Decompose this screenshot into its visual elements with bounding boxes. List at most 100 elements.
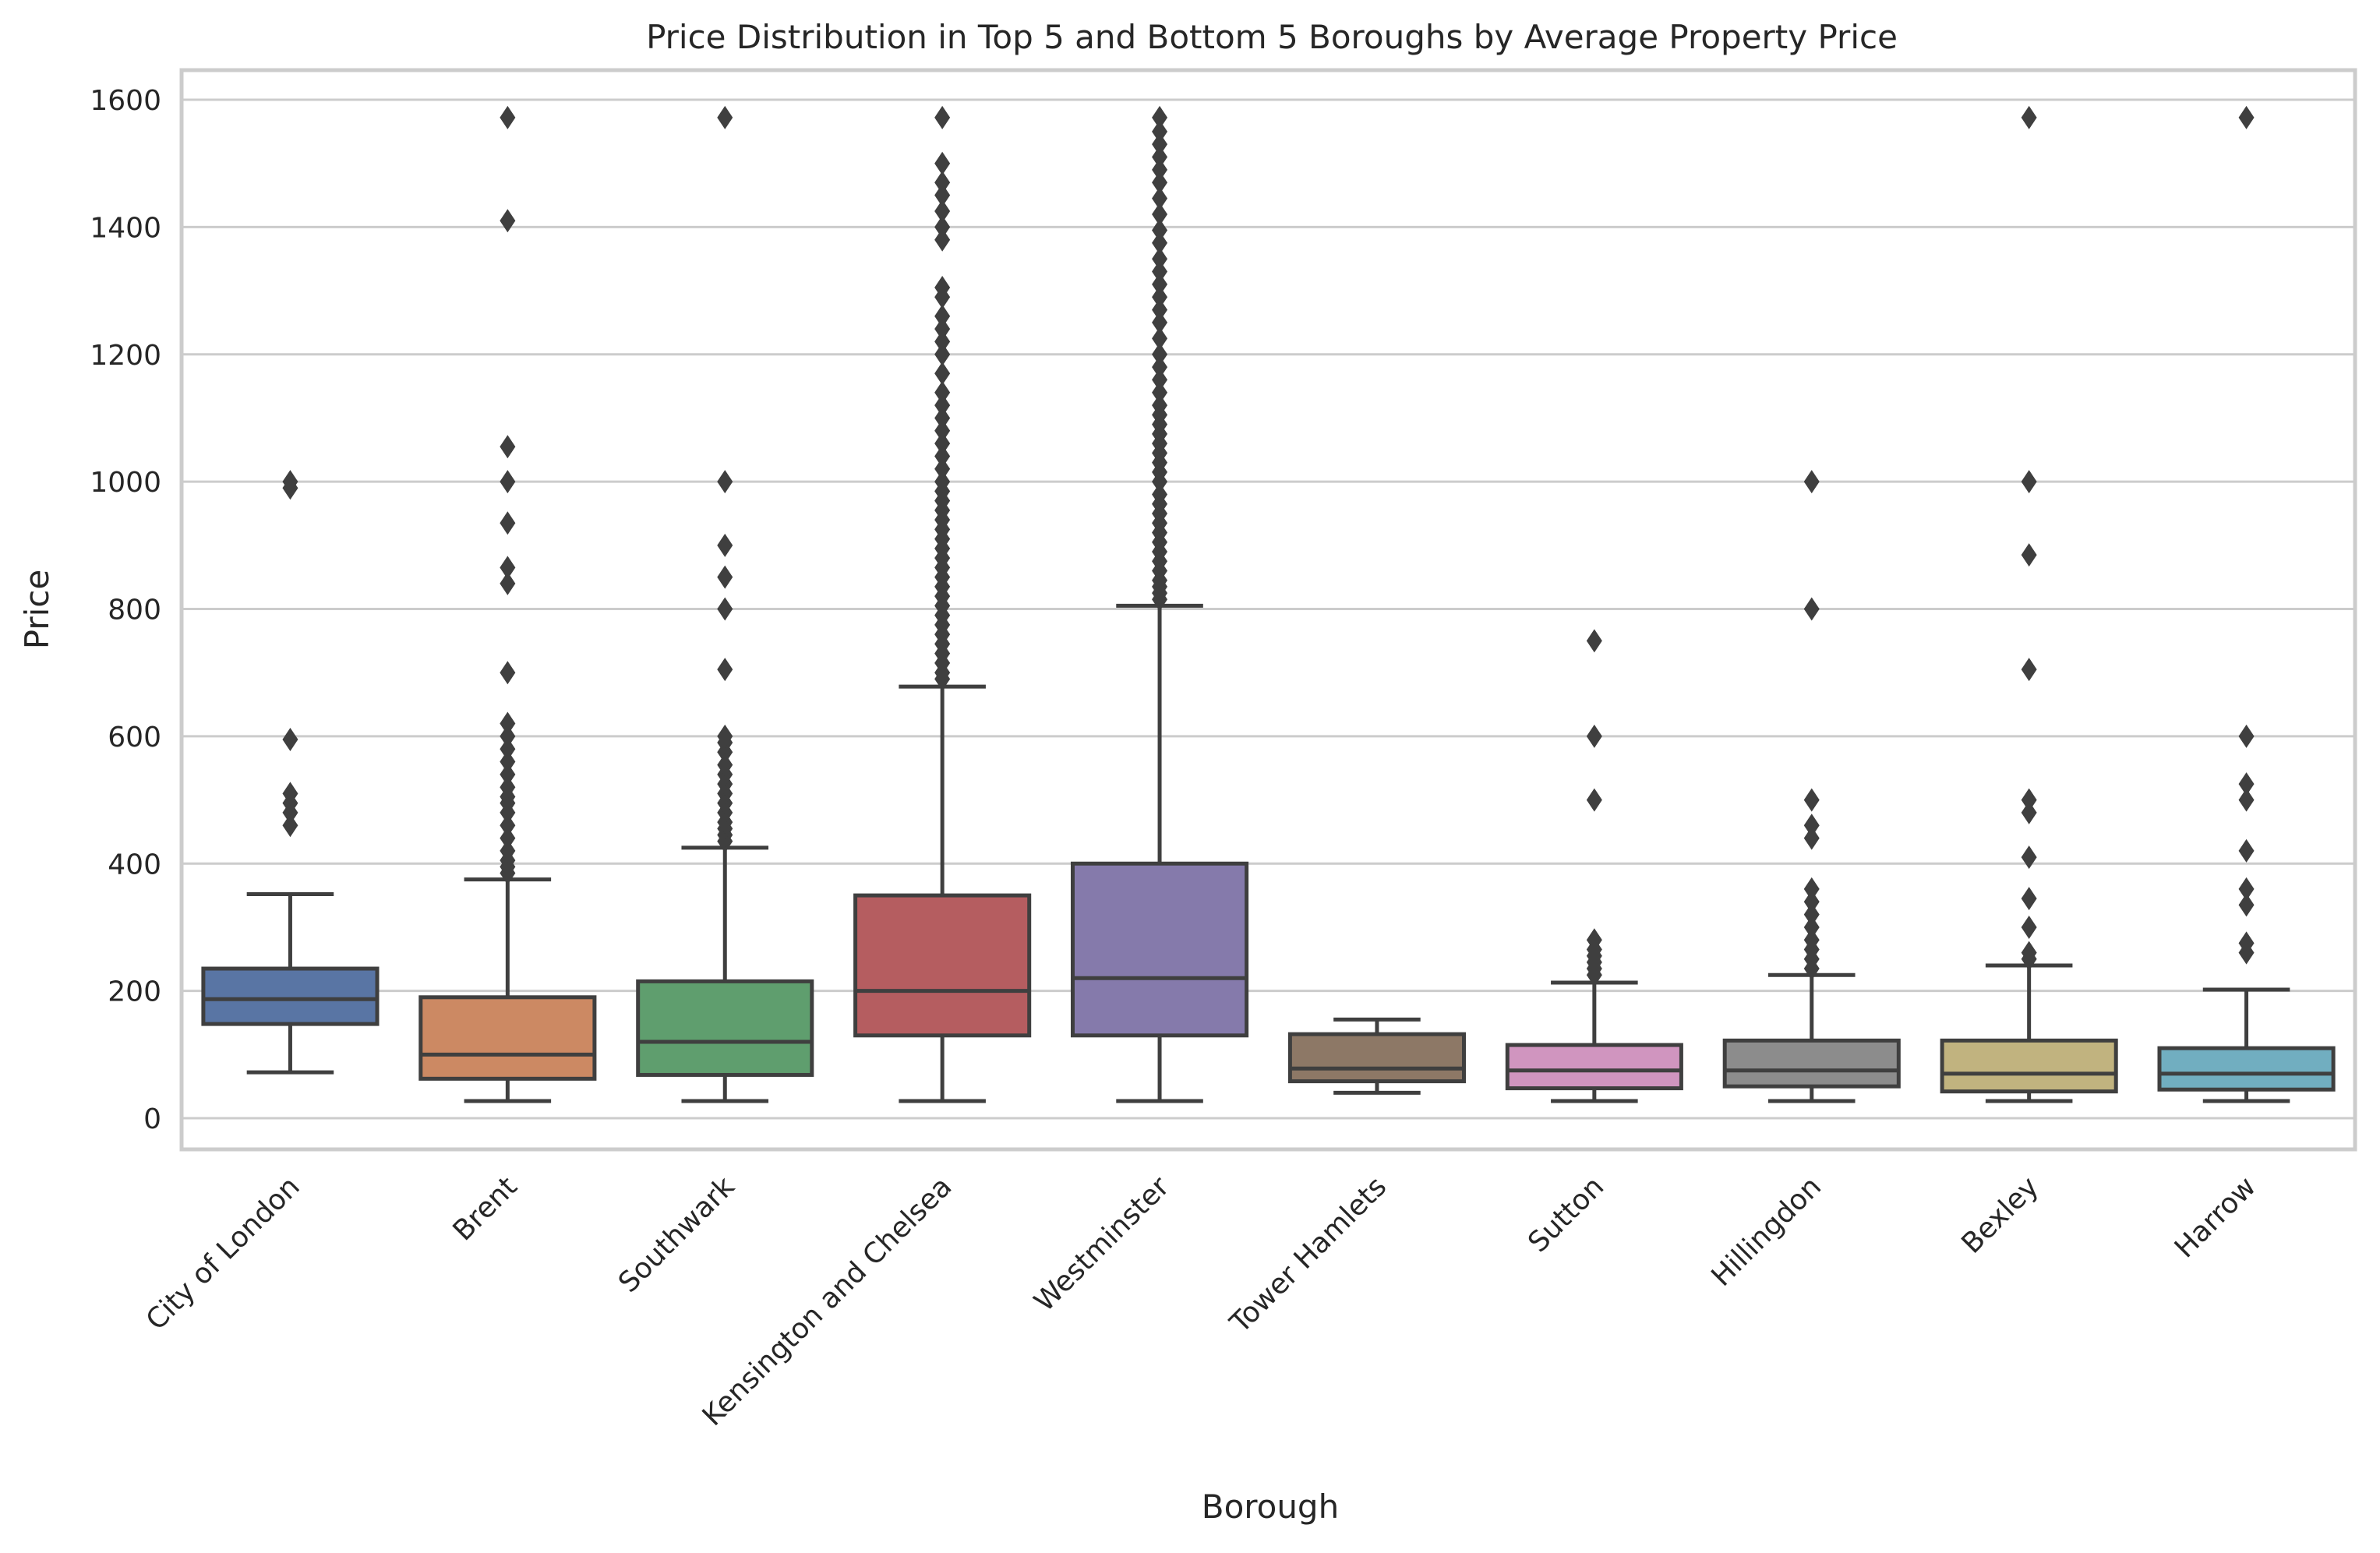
outlier-point (1152, 231, 1168, 255)
box-group (1722, 470, 1901, 1103)
outlier-point (717, 470, 733, 494)
outlier-point (1152, 171, 1168, 195)
plot-frame (179, 68, 2357, 1152)
y-tick-label: 800 (108, 595, 161, 626)
outlier-point (934, 394, 951, 418)
outlier-point (500, 762, 516, 786)
outlier-point (1152, 394, 1168, 418)
box (1940, 1038, 2118, 1094)
outlier-point (1586, 928, 1602, 952)
box-group (636, 105, 814, 1103)
outlier-point (500, 209, 516, 233)
outlier-point (1586, 788, 1602, 812)
outlier-point (2238, 724, 2255, 748)
x-tick-label: Hillingdon (1706, 1170, 1828, 1293)
box (1722, 1038, 1901, 1089)
outlier-point (934, 457, 951, 481)
outlier-point (1152, 157, 1168, 182)
outlier-point (934, 418, 951, 443)
y-tick-label: 600 (108, 722, 161, 754)
outlier-point (1152, 119, 1168, 143)
outlier-point (717, 533, 733, 557)
outlier-point (2021, 800, 2037, 824)
y-tick-label: 400 (108, 849, 161, 881)
chart-title: Price Distribution in Top 5 and Bottom 5… (646, 18, 1898, 56)
outlier-point (1152, 368, 1168, 392)
box (1070, 861, 1249, 1038)
outlier-point (282, 782, 298, 806)
outlier-point (500, 511, 516, 535)
box-group (853, 105, 1032, 1103)
outlier-point (1152, 342, 1168, 366)
x-tick-label: Harrow (2169, 1170, 2262, 1264)
box-group (1070, 105, 1249, 1103)
outlier-point (2238, 893, 2255, 917)
box-group (1940, 105, 2118, 1103)
outlier-point (500, 775, 516, 799)
outlier-point (1803, 915, 1820, 939)
x-tick-label: Brent (447, 1170, 524, 1247)
grid-lines (182, 98, 2355, 1120)
outlier-point (1152, 145, 1168, 169)
outlier-point (717, 724, 733, 748)
outlier-point (500, 724, 516, 748)
x-tick-label: City of London (140, 1170, 306, 1336)
outlier-point (500, 470, 516, 494)
box (201, 966, 380, 1026)
outlier-point (1803, 788, 1820, 812)
box-group (201, 470, 380, 1075)
outlier-point (934, 342, 951, 366)
outlier-point (1152, 186, 1168, 210)
outlier-point (1152, 310, 1168, 334)
outlier-point (934, 470, 951, 494)
y-tick-label: 1600 (90, 85, 161, 117)
outlier-point (500, 750, 516, 774)
outlier-point (717, 565, 733, 589)
box-group (418, 105, 597, 1103)
y-tick-label: 1400 (90, 212, 161, 244)
outlier-point (934, 330, 951, 354)
box-group (2157, 105, 2336, 1103)
outlier-point (2238, 877, 2255, 901)
outlier-point (500, 711, 516, 736)
outlier-point (1152, 259, 1168, 284)
outlier-point (2021, 105, 2037, 129)
boxes-layer (201, 105, 2336, 1103)
outlier-point (934, 215, 951, 239)
outlier-point (934, 317, 951, 341)
x-tick-label: Southwark (613, 1170, 741, 1299)
y-tick-label: 1200 (90, 340, 161, 372)
outlier-point (2238, 838, 2255, 863)
outlier-point (2021, 887, 2037, 911)
outlier-point (2021, 658, 2037, 682)
outlier-point (934, 444, 951, 468)
x-axis-label: Borough (1202, 1488, 1339, 1526)
outlier-point (1803, 826, 1820, 850)
box-group (1287, 1017, 1467, 1095)
outlier-point (282, 814, 298, 838)
outlier-point (1152, 298, 1168, 322)
outlier-point (934, 183, 951, 207)
outlier-point (500, 556, 516, 580)
outlier-point (2021, 915, 2037, 939)
outlier-point (717, 105, 733, 129)
x-tick-label: Sutton (1522, 1170, 1610, 1258)
outlier-point (1803, 928, 1820, 952)
outlier-point (500, 105, 516, 129)
outlier-point (717, 658, 733, 682)
outlier-point (1152, 285, 1168, 309)
box (636, 979, 814, 1077)
outlier-point (2021, 941, 2037, 965)
outlier-point (934, 362, 951, 386)
outlier-point (934, 199, 951, 223)
outlier-point (934, 406, 951, 430)
y-tick-label: 200 (108, 976, 161, 1008)
outlier-point (1586, 629, 1602, 653)
outlier-point (934, 432, 951, 456)
box (1287, 1032, 1467, 1084)
box (418, 995, 597, 1081)
outlier-point (1152, 132, 1168, 157)
outlier-point (500, 826, 516, 850)
outlier-point (500, 838, 516, 863)
